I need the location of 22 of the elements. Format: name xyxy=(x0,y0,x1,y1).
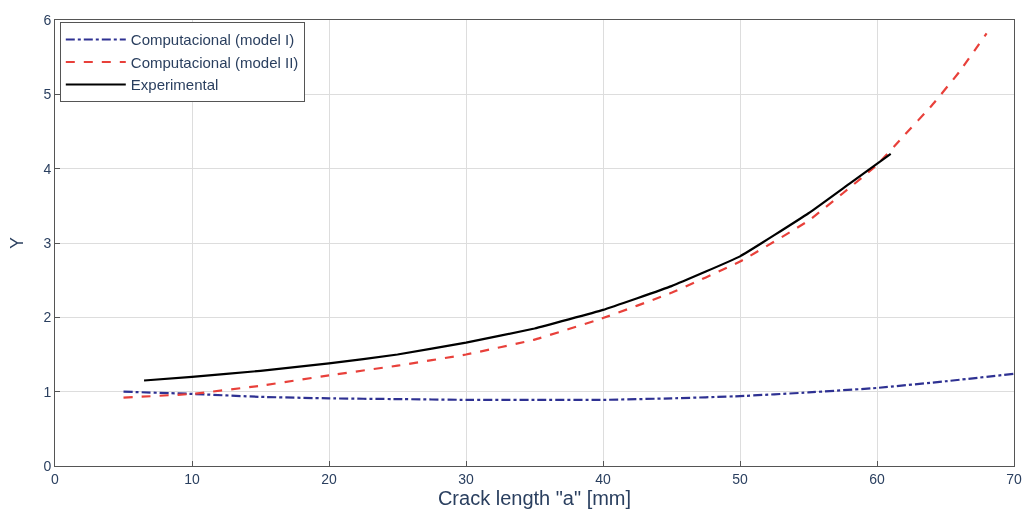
y-tick-label: 5 xyxy=(43,86,52,103)
y-axis-title: Y xyxy=(6,236,27,250)
line-series xyxy=(142,152,892,382)
x-tick-label: 30 xyxy=(458,470,474,487)
x-tick-label: 50 xyxy=(732,470,748,487)
y-tick-label: 3 xyxy=(43,234,52,251)
legend-label: Experimental xyxy=(130,76,219,94)
legend-label: Computacional (model II) xyxy=(130,53,299,71)
y-tick-label: 2 xyxy=(43,309,52,326)
x-tick-label: 20 xyxy=(321,470,337,487)
y-tick-label: 6 xyxy=(43,11,52,28)
line-series xyxy=(122,32,988,399)
x-tick-label: 60 xyxy=(869,470,885,487)
y-tick-label: 0 xyxy=(43,457,52,474)
y-tick-label: 1 xyxy=(43,383,52,400)
x-axis-title: Crack length "a" [mm] xyxy=(437,486,632,509)
x-tick-label: 10 xyxy=(184,470,200,487)
x-tick-label: 70 xyxy=(1006,470,1022,487)
legend-label: Computacional (model I) xyxy=(130,31,295,49)
y-tick-label: 4 xyxy=(43,160,52,177)
line-series xyxy=(122,372,1014,401)
x-tick-label: 40 xyxy=(595,470,611,487)
